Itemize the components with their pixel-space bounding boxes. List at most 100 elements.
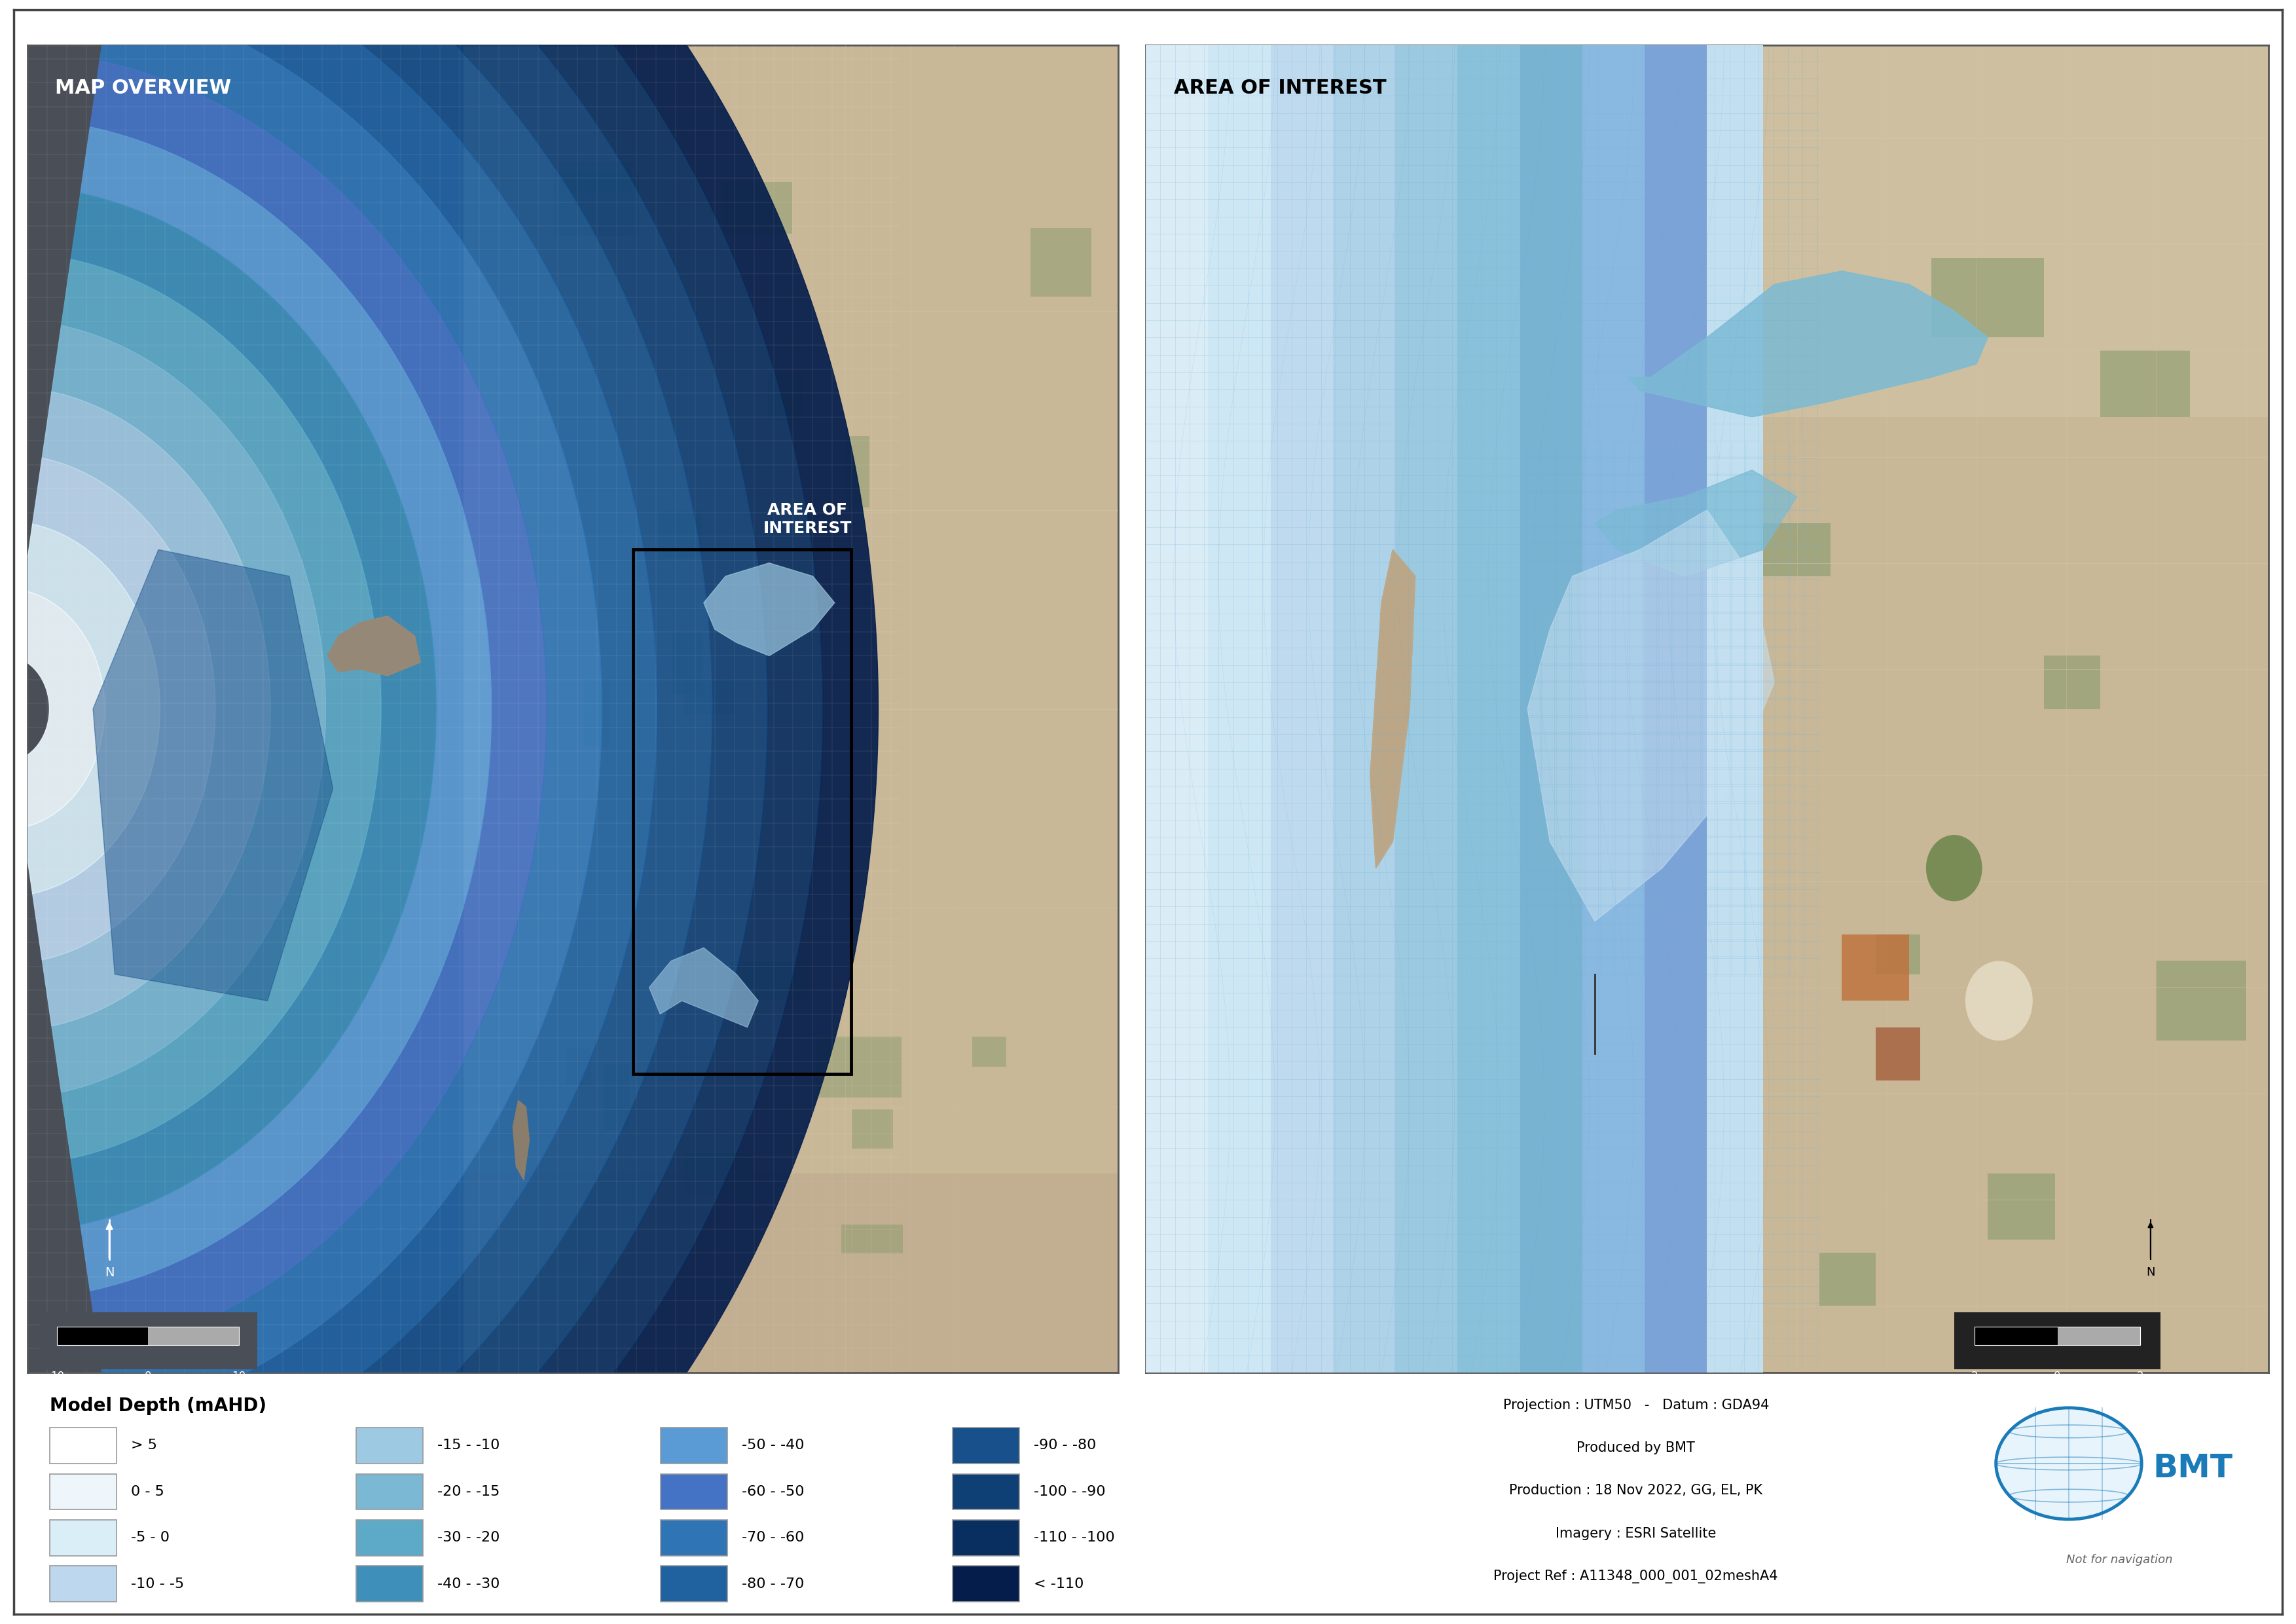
- Polygon shape: [90, 60, 546, 1358]
- Text: N: N: [2147, 1267, 2156, 1278]
- Bar: [661, 1566, 728, 1601]
- Polygon shape: [1371, 549, 1414, 869]
- Bar: [585, 679, 608, 747]
- Polygon shape: [23, 525, 161, 893]
- Text: -110 - -100: -110 - -100: [1033, 1531, 1116, 1544]
- Bar: [1818, 1252, 1876, 1306]
- Bar: [971, 1036, 1006, 1067]
- Text: -15 - -10: -15 - -10: [439, 1439, 501, 1452]
- Polygon shape: [650, 948, 758, 1028]
- Bar: [51, 1427, 117, 1463]
- Bar: [567, 1047, 592, 1085]
- Text: 0 - 5: 0 - 5: [131, 1484, 165, 1499]
- Text: -90 - -80: -90 - -80: [1033, 1439, 1097, 1452]
- Bar: [1573, 45, 2268, 417]
- Text: Produced by BMT: Produced by BMT: [1577, 1442, 1694, 1455]
- Polygon shape: [703, 564, 836, 656]
- Bar: [659, 512, 703, 559]
- Text: -10 - -5: -10 - -5: [131, 1577, 184, 1590]
- Polygon shape: [71, 193, 436, 1224]
- Text: AREA OF
INTEREST: AREA OF INTEREST: [762, 502, 852, 536]
- Bar: [684, 1153, 751, 1195]
- Bar: [356, 1475, 422, 1510]
- Bar: [661, 1520, 728, 1556]
- Bar: [661, 1427, 728, 1463]
- Polygon shape: [328, 615, 420, 676]
- Polygon shape: [53, 325, 326, 1093]
- Polygon shape: [138, 0, 822, 1624]
- Text: BMT: BMT: [2154, 1452, 2232, 1484]
- Bar: [57, 1327, 239, 1345]
- Polygon shape: [119, 0, 712, 1556]
- Text: -30 - -20: -30 - -20: [439, 1531, 501, 1544]
- Circle shape: [1995, 1408, 2142, 1520]
- Text: Scale in kilometres: Scale in kilometres: [101, 1389, 195, 1398]
- Polygon shape: [80, 127, 491, 1291]
- Text: Project Ref : A11348_000_001_02meshA4: Project Ref : A11348_000_001_02meshA4: [1495, 1569, 1777, 1583]
- Bar: [1458, 45, 1520, 1372]
- Text: Production : 18 Nov 2022, GG, EL, PK: Production : 18 Nov 2022, GG, EL, PK: [1508, 1484, 1763, 1497]
- Bar: [953, 1427, 1019, 1463]
- Polygon shape: [99, 0, 602, 1423]
- Polygon shape: [41, 391, 271, 1026]
- Bar: [1876, 934, 1919, 974]
- Polygon shape: [1527, 510, 1775, 921]
- Bar: [1931, 258, 2043, 338]
- Bar: [1988, 1173, 2055, 1239]
- Bar: [1876, 1028, 1919, 1080]
- Bar: [1573, 45, 2268, 1372]
- Bar: [464, 45, 1118, 1372]
- Circle shape: [1965, 961, 2032, 1041]
- Bar: [1208, 45, 1270, 1372]
- Bar: [852, 1109, 893, 1148]
- Bar: [684, 679, 735, 715]
- Bar: [51, 1566, 117, 1601]
- Bar: [1582, 45, 1644, 1372]
- Bar: [847, 435, 870, 507]
- Bar: [1146, 45, 1763, 1372]
- Polygon shape: [1628, 271, 1988, 417]
- Bar: [1975, 1327, 2057, 1345]
- Bar: [767, 374, 801, 421]
- Text: Imagery : ESRI Satellite: Imagery : ESRI Satellite: [1557, 1527, 1715, 1540]
- Text: AREA OF INTEREST: AREA OF INTEREST: [1173, 78, 1387, 97]
- Bar: [1332, 45, 1396, 1372]
- Polygon shape: [512, 1101, 528, 1181]
- Bar: [356, 1427, 422, 1463]
- Text: Not for navigation: Not for navigation: [2066, 1554, 2172, 1566]
- Bar: [604, 1064, 629, 1130]
- Bar: [953, 1475, 1019, 1510]
- Bar: [723, 182, 792, 234]
- Bar: [147, 1327, 239, 1345]
- Bar: [2043, 656, 2101, 708]
- Text: MAP OVERVIEW: MAP OVERVIEW: [55, 78, 232, 97]
- Text: -80 - -70: -80 - -70: [742, 1577, 804, 1590]
- Bar: [953, 1520, 1019, 1556]
- Text: Model Depth (mAHD): Model Depth (mAHD): [51, 1397, 266, 1415]
- Bar: [634, 549, 852, 1073]
- Polygon shape: [14, 591, 106, 827]
- Bar: [1520, 45, 1582, 1372]
- Polygon shape: [32, 458, 216, 960]
- Bar: [356, 1566, 422, 1601]
- Bar: [2101, 351, 2190, 417]
- Bar: [1763, 523, 1830, 577]
- Bar: [2156, 961, 2245, 1041]
- Bar: [1270, 45, 1332, 1372]
- Bar: [730, 961, 806, 1000]
- Bar: [1841, 934, 1910, 1000]
- Text: -40 - -30: -40 - -30: [439, 1577, 501, 1590]
- Polygon shape: [1371, 549, 1414, 869]
- Bar: [840, 1224, 902, 1254]
- Bar: [51, 1520, 117, 1556]
- Bar: [1975, 1327, 2140, 1345]
- Polygon shape: [92, 549, 333, 1000]
- Bar: [464, 45, 1118, 1173]
- Text: -60 - -50: -60 - -50: [742, 1484, 804, 1499]
- Polygon shape: [147, 0, 877, 1624]
- Text: > 5: > 5: [131, 1439, 156, 1452]
- Circle shape: [1926, 835, 1981, 901]
- Bar: [1651, 736, 1697, 775]
- Bar: [661, 1475, 728, 1510]
- Bar: [1396, 45, 1458, 1372]
